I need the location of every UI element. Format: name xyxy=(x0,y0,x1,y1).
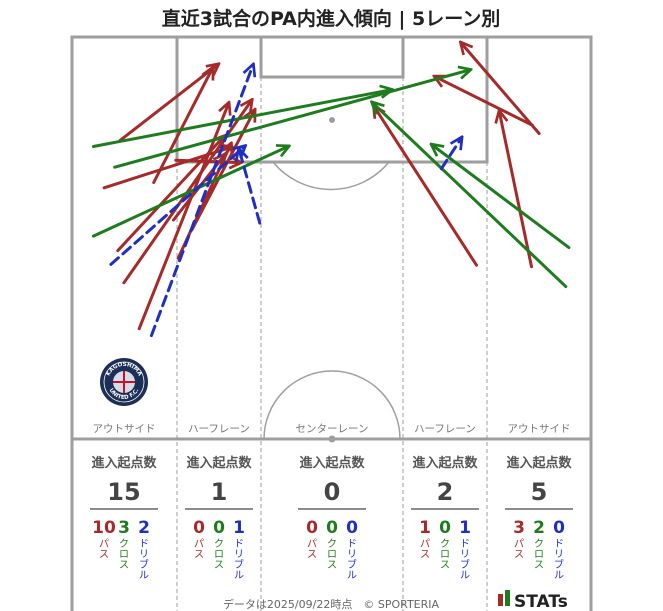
cross-arrow xyxy=(91,90,391,148)
pass-label: パス xyxy=(514,538,524,561)
pass-arrow xyxy=(152,68,213,184)
cross-label: クロス xyxy=(534,538,544,571)
center-spot xyxy=(328,435,336,443)
lane-name: センターレーン xyxy=(296,423,369,435)
pass-count: 1 xyxy=(419,518,431,538)
cross-label: クロス xyxy=(119,538,129,571)
pass-arrow xyxy=(461,43,541,135)
pass-arrow xyxy=(118,65,218,142)
entry-count-header: 進入起点数 xyxy=(91,455,157,471)
lane-name: ハーフレーン xyxy=(414,423,476,435)
cross-arrow xyxy=(91,147,288,238)
entry-count-header: 進入起点数 xyxy=(186,455,252,471)
lane-name: アウトサイド xyxy=(508,423,571,435)
dribble-label: ドリブル xyxy=(460,539,470,582)
penalty-arc xyxy=(272,161,390,191)
chart-title: 直近3試合のPA内進入傾向 | 5レーン別 xyxy=(162,7,501,30)
entry-total: 2 xyxy=(437,478,454,506)
dribble-count: 2 xyxy=(138,518,150,538)
brand-name: STATs xyxy=(514,592,568,611)
cross-count: 0 xyxy=(439,518,451,538)
dribble-label: ドリブル xyxy=(139,539,149,582)
pass-arrow xyxy=(102,147,231,190)
dribble-label: ドリブル xyxy=(554,539,564,582)
lane-stats: アウトサイド進入起点数1510パス3クロス2ドリブルハーフレーン進入起点数10パ… xyxy=(90,423,573,582)
goal-area xyxy=(259,35,405,79)
dribble-count: 1 xyxy=(233,518,245,538)
cross-arrow xyxy=(373,103,568,289)
pass-arrow xyxy=(435,77,534,127)
pitch xyxy=(70,35,593,611)
cross-arrow xyxy=(113,70,470,169)
entry-count-header: 進入起点数 xyxy=(506,455,572,471)
dribble-count: 0 xyxy=(346,518,358,538)
dribble-arrow xyxy=(149,65,253,338)
cross-count: 3 xyxy=(118,518,130,538)
stats-brand-logo: STATs xyxy=(498,590,568,611)
entry-arrows xyxy=(91,43,571,338)
lane-name: アウトサイド xyxy=(93,423,156,435)
pass-label: パス xyxy=(307,538,317,561)
entry-total: 5 xyxy=(531,478,548,506)
dribble-arrow xyxy=(109,147,245,266)
dribble-count: 0 xyxy=(553,518,565,538)
cross-arrow xyxy=(432,145,571,250)
brand-bar-green xyxy=(505,590,510,606)
pass-label: パス xyxy=(99,538,109,561)
cross-label: クロス xyxy=(440,538,450,571)
pass-arrow xyxy=(374,107,478,267)
cross-count: 0 xyxy=(326,518,338,538)
entry-total: 0 xyxy=(324,478,341,506)
pass-count: 3 xyxy=(513,518,525,538)
pass-arrow xyxy=(499,112,533,269)
center-circle xyxy=(263,370,401,440)
pass-label: パス xyxy=(420,538,430,561)
dribble-label: ドリブル xyxy=(234,539,244,582)
pass-arrow xyxy=(174,160,240,162)
dribble-label: ドリブル xyxy=(347,539,357,582)
cross-count: 2 xyxy=(533,518,545,538)
entry-total: 1 xyxy=(211,478,228,506)
pass-label: パス xyxy=(194,538,204,561)
pass-count: 10 xyxy=(92,518,116,538)
entry-count-header: 進入起点数 xyxy=(299,455,365,471)
cross-label: クロス xyxy=(214,538,224,571)
pass-count: 0 xyxy=(306,518,318,538)
dribble-arrow xyxy=(239,150,262,225)
footer-note: データは2025/09/22時点 © SPORTERIA xyxy=(223,597,440,611)
brand-bar-red xyxy=(498,594,503,606)
dribble-count: 1 xyxy=(459,518,471,538)
kagoshima-united-logo: KAGOSHIMA UNITED F.C. xyxy=(100,358,148,406)
pass-count: 0 xyxy=(193,518,205,538)
cross-label: クロス xyxy=(327,538,337,571)
penalty-area xyxy=(175,35,489,164)
cross-count: 0 xyxy=(213,518,225,538)
entry-count-header: 進入起点数 xyxy=(412,455,478,471)
penalty-spot xyxy=(329,117,335,123)
entry-total: 15 xyxy=(107,478,140,506)
pass-arrow xyxy=(137,104,228,331)
dribble-arrow xyxy=(439,138,461,171)
lane-name: ハーフレーン xyxy=(188,423,250,435)
